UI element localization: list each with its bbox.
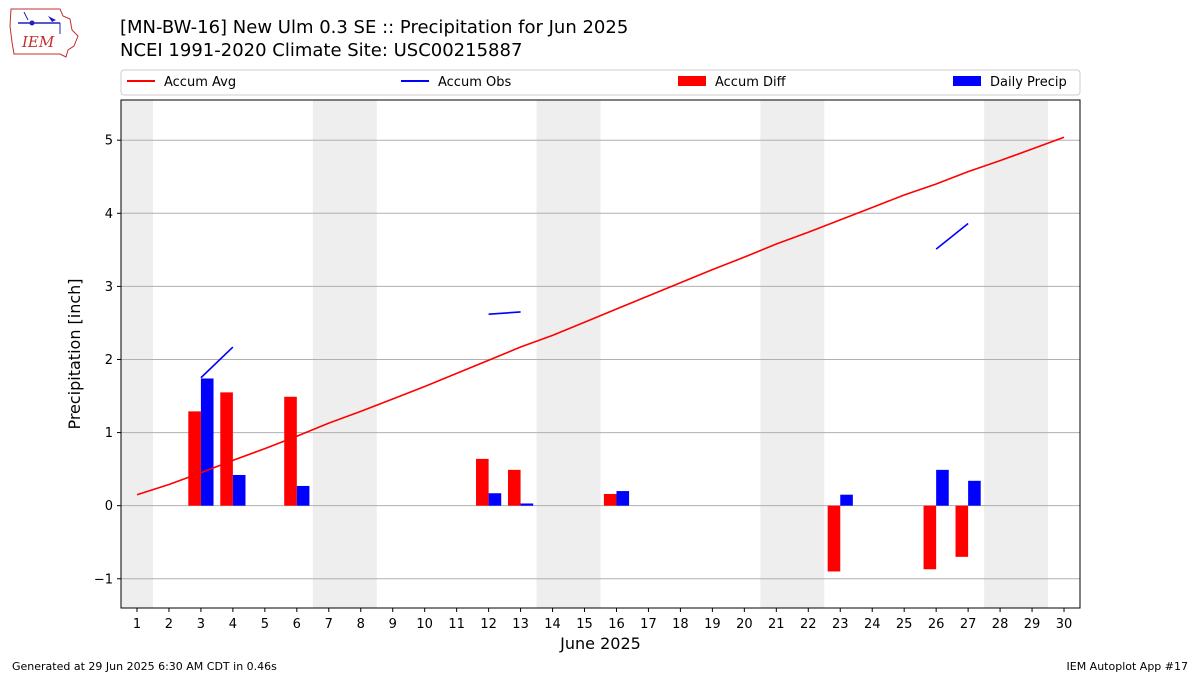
weekend-band [121,100,153,608]
y-tick-label: 5 [105,134,113,149]
legend-daily-precip-swatch [953,76,981,86]
x-tick-label: 16 [608,617,625,632]
daily-precip-bar [936,469,949,506]
legend-accum-obs-label: Accum Obs [438,75,511,90]
legend-box [120,69,1081,96]
chart-title: [MN-BW-16] New Ulm 0.3 SE :: Precipitati… [120,17,629,38]
daily-precip-bar [200,378,214,506]
legend-accum-diff-label: Accum Diff [715,75,787,90]
y-tick-label: −1 [94,572,113,587]
accum-diff-bar [955,505,969,557]
x-tick-label: 25 [896,617,913,632]
x-tick-label: 1 [133,617,141,632]
y-tick-label: 0 [105,499,113,514]
x-tick-label: 11 [448,617,465,632]
x-tick-label: 18 [672,617,689,632]
weekend-band [760,100,825,608]
y-axis-label: Precipitation [inch] [65,278,84,429]
legend-accum-diff-swatch [678,76,706,86]
x-tick-label: 24 [864,617,881,632]
generated-timestamp: Generated at 29 Jun 2025 6:30 AM CDT in … [12,660,277,673]
x-tick-label: 8 [357,617,365,632]
weekend-band [536,100,601,608]
x-tick-label: 23 [832,617,849,632]
x-tick-label: 7 [325,617,333,632]
x-axis-label: June 2025 [559,634,641,653]
x-tick-label: 27 [960,617,977,632]
accum-obs-line [200,346,234,379]
legend-daily-precip-label: Daily Precip [990,75,1067,90]
x-tick-label: 29 [1024,617,1041,632]
x-tick-label: 20 [736,617,753,632]
x-tick-label: 4 [229,617,237,632]
logo-text: IEM [21,33,55,51]
daily-precip-bar [232,474,246,506]
x-tick-label: 22 [800,617,817,632]
y-tick-label: 3 [105,280,113,295]
x-tick-label: 19 [704,617,721,632]
x-tick-label: 5 [261,617,269,632]
accum-diff-bar [507,469,521,506]
x-tick-label: 14 [544,617,561,632]
x-tick-label: 30 [1056,617,1073,632]
y-tick-label: 4 [105,207,113,222]
x-tick-label: 9 [389,617,397,632]
accum-diff-bar [923,505,937,570]
daily-precip-bar [616,491,630,506]
x-tick-label: 10 [416,617,433,632]
daily-precip-bar [968,480,981,506]
accum-avg-line [136,136,1065,496]
x-tick-label: 2 [165,617,173,632]
x-tick-label: 15 [576,617,593,632]
daily-precip-bar [488,493,502,506]
x-tick-label: 21 [768,617,785,632]
accum-obs-line [488,311,521,315]
accum-diff-bar [220,392,233,506]
accum-diff-bar [603,493,617,506]
accum-diff-bar [827,505,841,572]
accum-diff-bar [476,458,489,506]
plot-frame [120,99,1081,609]
accum-diff-bar [188,411,201,506]
weekend-band [312,100,377,608]
x-tick-label: 3 [197,617,205,632]
app-credit: IEM Autoplot App #17 [1066,660,1189,673]
accum-obs-line [935,222,969,250]
daily-precip-bar [296,485,310,506]
x-tick-label: 6 [293,617,301,632]
legend-accum-avg-label: Accum Avg [164,75,236,90]
daily-precip-bar [840,494,853,506]
chart-subtitle: NCEI 1991-2020 Climate Site: USC00215887 [120,40,523,61]
weekend-band [984,100,1049,608]
iem-logo: IEM [9,8,79,58]
x-tick-label: 13 [512,617,529,632]
x-tick-label: 26 [928,617,945,632]
y-tick-label: 1 [105,426,113,441]
x-tick-label: 28 [992,617,1009,632]
x-tick-label: 12 [480,617,497,632]
accum-diff-bar [284,396,297,506]
x-tick-label: 17 [640,617,657,632]
y-tick-label: 2 [105,353,113,368]
daily-precip-bar [520,503,534,506]
